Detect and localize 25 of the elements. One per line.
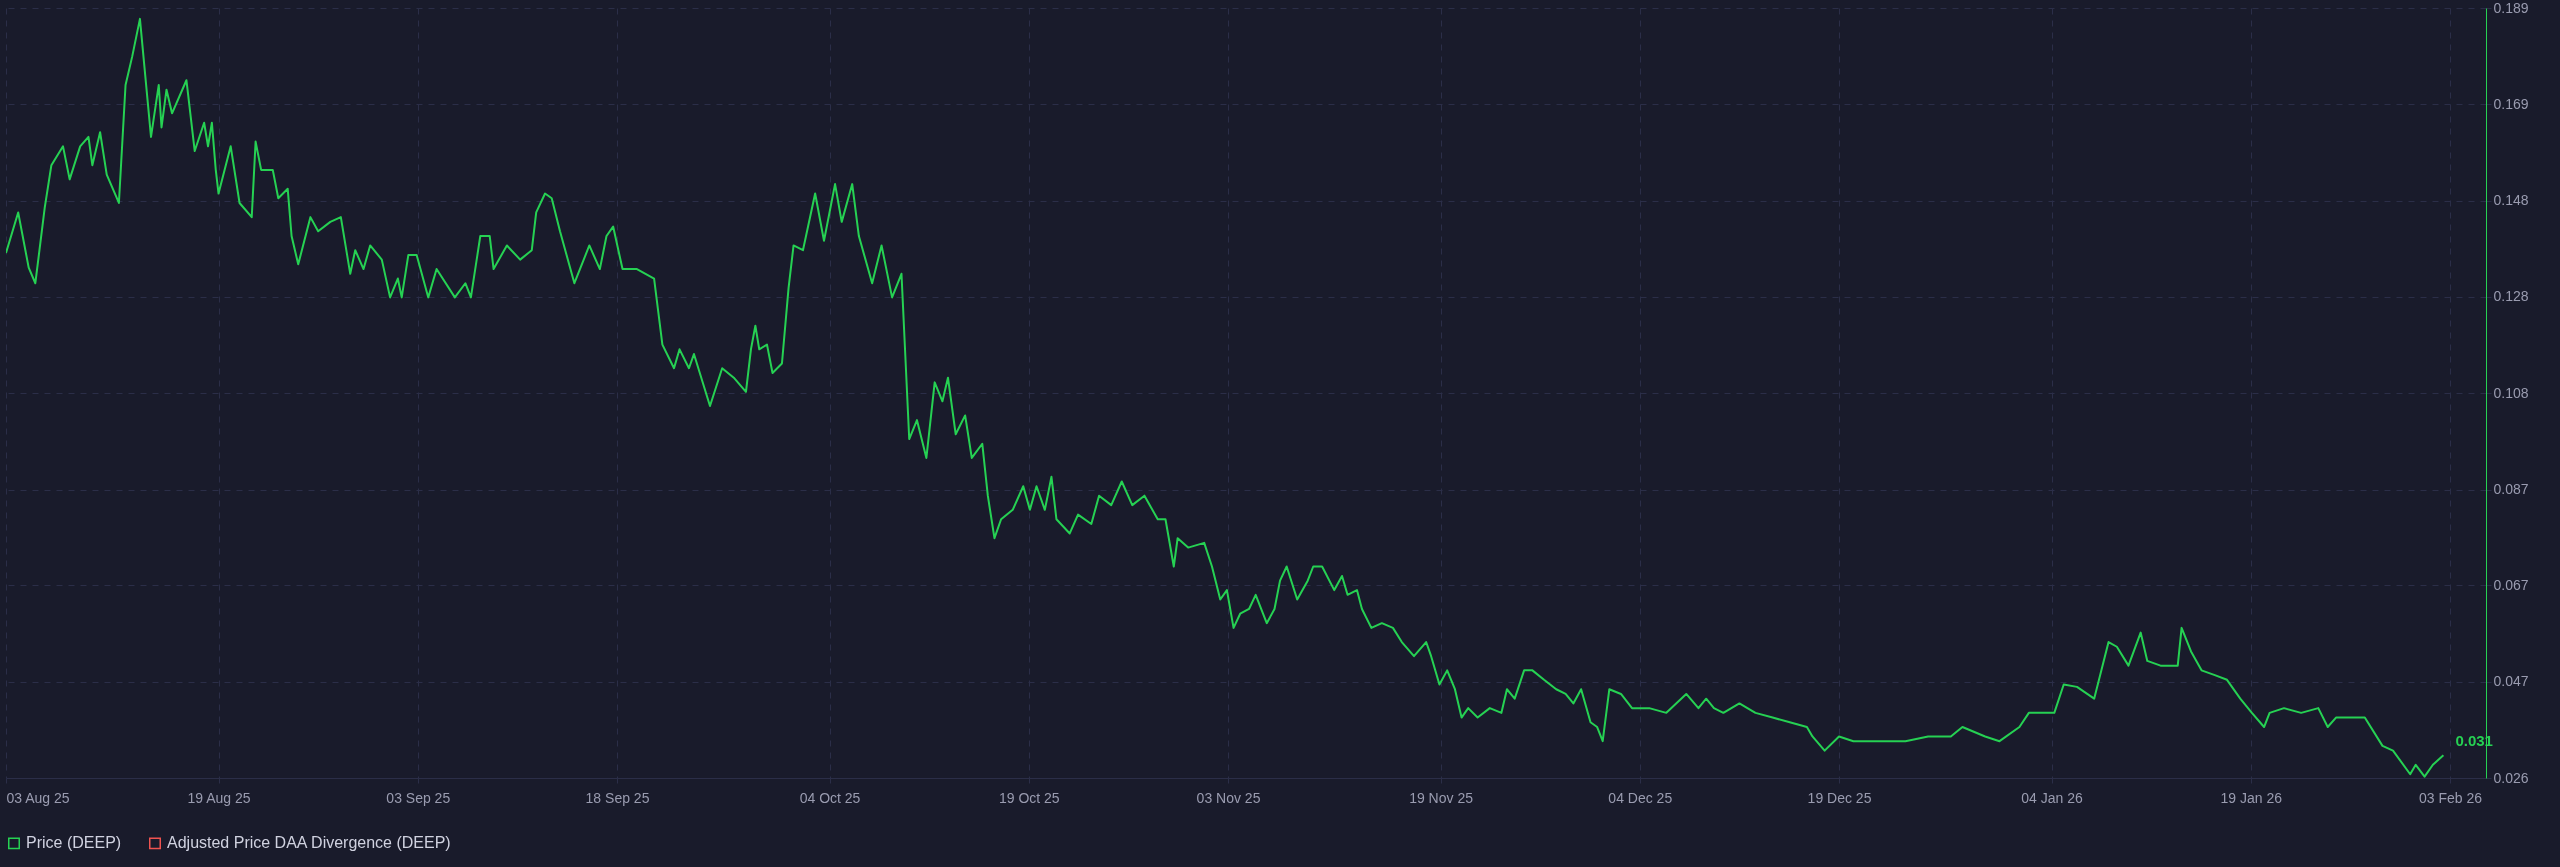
x-tick-label: 03 Aug 25 [6,789,70,806]
y-tick-label: 0.087 [2493,481,2529,498]
line-series [6,17,2445,778]
x-tick-label: 19 Jan 26 [2220,789,2283,806]
legend-label: Adjusted Price DAA Divergence (DEEP) [167,834,451,852]
x-tick-label: 03 Sep 25 [386,789,451,806]
y-tick-label: 0.047 [2493,673,2529,690]
x-tick-label: 04 Dec 25 [1608,789,1673,806]
x-tick-label: 03 Feb 26 [2418,789,2483,806]
x-tick-label: 19 Oct 25 [998,789,1060,806]
y-tick-label: 0.067 [2493,576,2529,593]
x-tick-label: 03 Nov 25 [1196,789,1261,806]
y-tick-label: 0.026 [2493,769,2529,786]
x-tick-label: 19 Nov 25 [1409,789,1474,806]
legend-label: Price (DEEP) [26,834,122,852]
x-tick-label: 19 Dec 25 [1807,789,1872,806]
x-tick-label: 19 Aug 25 [187,789,251,806]
x-tick-label: 18 Sep 25 [585,789,650,806]
y-tick-label: 0.169 [2493,95,2529,112]
x-tick-label: 04 Oct 25 [799,789,861,806]
x-tick-label: 04 Jan 26 [2021,789,2083,806]
y-tick-label: 0.108 [2493,384,2529,401]
y-tick-label: 0.148 [2493,192,2529,209]
y-tick-label: 0.189 [2493,0,2529,16]
y-tick-label: 0.128 [2493,288,2529,305]
